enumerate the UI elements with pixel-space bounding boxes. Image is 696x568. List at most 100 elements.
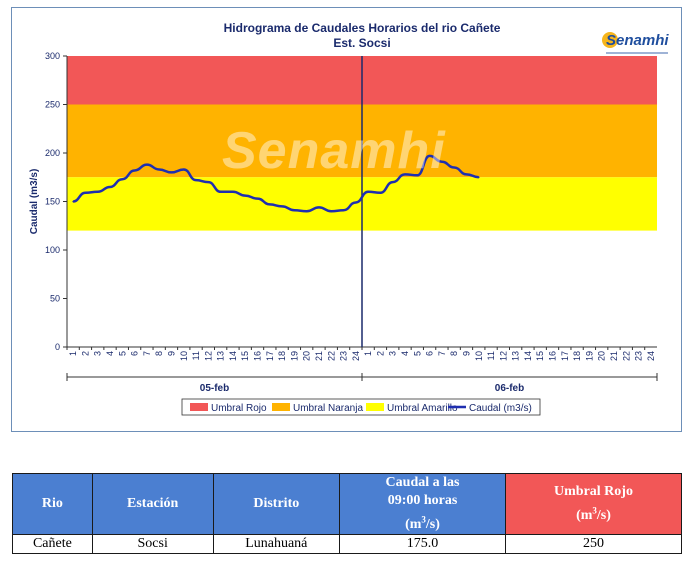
header-caudal-line2: 09:00 horas (387, 493, 458, 508)
x-tick-label: 20 (597, 351, 607, 361)
legend-label: Caudal (m3/s) (469, 403, 532, 414)
header-estacion: Estación (91, 473, 214, 535)
legend-swatch (190, 403, 208, 411)
header-rojo-unit: (m3/s) (576, 505, 611, 523)
hydrograph-chart: Hidrograma de Caudales Horarios del rio … (11, 7, 682, 432)
series-caudal-point (367, 191, 369, 193)
x-tick-label: 11 (191, 351, 201, 360)
x-tick-label: 4 (105, 351, 115, 356)
legend-label: Umbral Rojo (211, 403, 267, 414)
chart-title: Hidrograma de Caudales Horarios del rio … (224, 21, 501, 35)
series-caudal-point (121, 178, 124, 180)
x-tick-label: 4 (400, 351, 410, 356)
header-rio: Rio (12, 473, 93, 535)
x-tick-label: 23 (634, 351, 644, 361)
series-caudal-point (305, 210, 308, 212)
x-tick-label: 8 (449, 351, 459, 356)
y-axis-label: Caudal (m3/s) (29, 169, 40, 235)
x-tick-label: 15 (240, 351, 250, 361)
x-tick-label: 18 (572, 351, 582, 361)
header-rojo-line1: Umbral Rojo (554, 484, 633, 499)
x-tick-label: 17 (560, 351, 570, 361)
legend-swatch (366, 403, 384, 411)
y-tick-label: 50 (50, 294, 60, 304)
x-tick-label: 13 (511, 351, 521, 361)
header-caudal: Caudal a las 09:00 horas (m3/s) (339, 473, 506, 535)
x-tick-label: 21 (609, 351, 619, 361)
x-tick-label: 13 (216, 351, 226, 361)
chart-subtitle: Est. Socsi (333, 36, 390, 50)
series-caudal-point (416, 174, 419, 177)
series-caudal-point (146, 163, 148, 166)
x-tick-label: 24 (351, 351, 361, 361)
table-header-row: Rio Estación Distrito Caudal a las 09:00… (12, 473, 683, 535)
x-tick-label: 6 (130, 351, 140, 356)
legend-box (181, 398, 541, 416)
y-tick-label: 0 (55, 342, 60, 352)
series-caudal-point (404, 173, 406, 176)
x-tick-label: 3 (93, 351, 103, 356)
series-caudal-point (219, 191, 222, 193)
series-caudal-line (72, 154, 479, 213)
x-tick-label: 16 (253, 351, 263, 361)
x-tick-label: 1 (68, 351, 78, 356)
header-caudal-unit: (m3/s) (405, 514, 440, 532)
y-tick-label: 100 (45, 245, 60, 255)
series-caudal-point (207, 181, 210, 183)
x-tick-label: 14 (523, 351, 533, 361)
series-caudal-point (256, 197, 259, 200)
series-caudal-point (342, 209, 345, 212)
series-caudal-point (244, 194, 247, 197)
y-tick-label: 250 (45, 100, 60, 110)
senamhi-watermark: Senamhi (222, 122, 446, 180)
x-tick-label: 22 (621, 351, 631, 361)
x-tick-label: 10 (179, 351, 189, 361)
x-tick-label: 9 (166, 351, 176, 356)
series-caudal-point (453, 166, 455, 169)
x-tick-label: 14 (228, 351, 238, 361)
x-tick-label: 15 (535, 351, 545, 361)
x-tick-label: 2 (375, 351, 385, 356)
x-tick-label: 11 (486, 351, 496, 360)
x-tick-label: 19 (584, 351, 594, 361)
x-tick-label: 22 (326, 351, 336, 361)
x-tick-label: 2 (80, 351, 90, 356)
cell-rio: Cañete (12, 533, 93, 554)
x-tick-label: 23 (339, 351, 349, 361)
x-tick-label: 9 (461, 351, 471, 356)
y-tick-label: 300 (45, 51, 60, 61)
x-tick-label: 7 (142, 351, 152, 356)
header-umbral-rojo: Umbral Rojo (m3/s) (504, 473, 683, 535)
series-caudal-point (281, 205, 283, 208)
series-caudal-point (477, 176, 480, 179)
legend-label: Umbral Naranja (293, 403, 363, 414)
series-caudal-point (170, 171, 173, 174)
x-tick-label: 12 (203, 351, 213, 361)
table-row: Cañete Socsi Lunahuaná 175.0 250 (12, 533, 683, 554)
x-tick-label: 12 (498, 351, 508, 361)
day-label-2: 06-feb (495, 383, 524, 394)
series-caudal-point (133, 169, 136, 172)
chart-svg: Hidrograma de Caudales Horarios del rio … (29, 21, 658, 416)
x-tick-label: 19 (289, 351, 299, 361)
series-caudal-point (84, 191, 87, 194)
x-tick-label: 3 (388, 351, 398, 356)
senamhi-logo (602, 32, 668, 54)
series-caudal-point (318, 206, 320, 209)
day-label-1: 05-feb (200, 383, 229, 394)
x-tick-label: 6 (425, 351, 435, 356)
x-tick-label: 1 (363, 351, 373, 356)
header-distrito: Distrito (212, 473, 341, 535)
cell-estacion: Socsi (91, 533, 214, 554)
y-tick-label: 200 (45, 148, 60, 158)
series-caudal-point (441, 160, 443, 163)
series-caudal-point (182, 168, 185, 171)
cell-umbral-rojo: 250 (504, 533, 683, 554)
x-tick-label: 5 (412, 351, 422, 356)
x-tick-label: 18 (277, 351, 287, 361)
x-tick-label: 20 (302, 351, 312, 361)
x-tick-label: 24 (646, 351, 656, 361)
series-caudal-point (109, 186, 111, 188)
cell-caudal: 175.0 (339, 533, 506, 554)
series-caudal-point (428, 155, 431, 157)
